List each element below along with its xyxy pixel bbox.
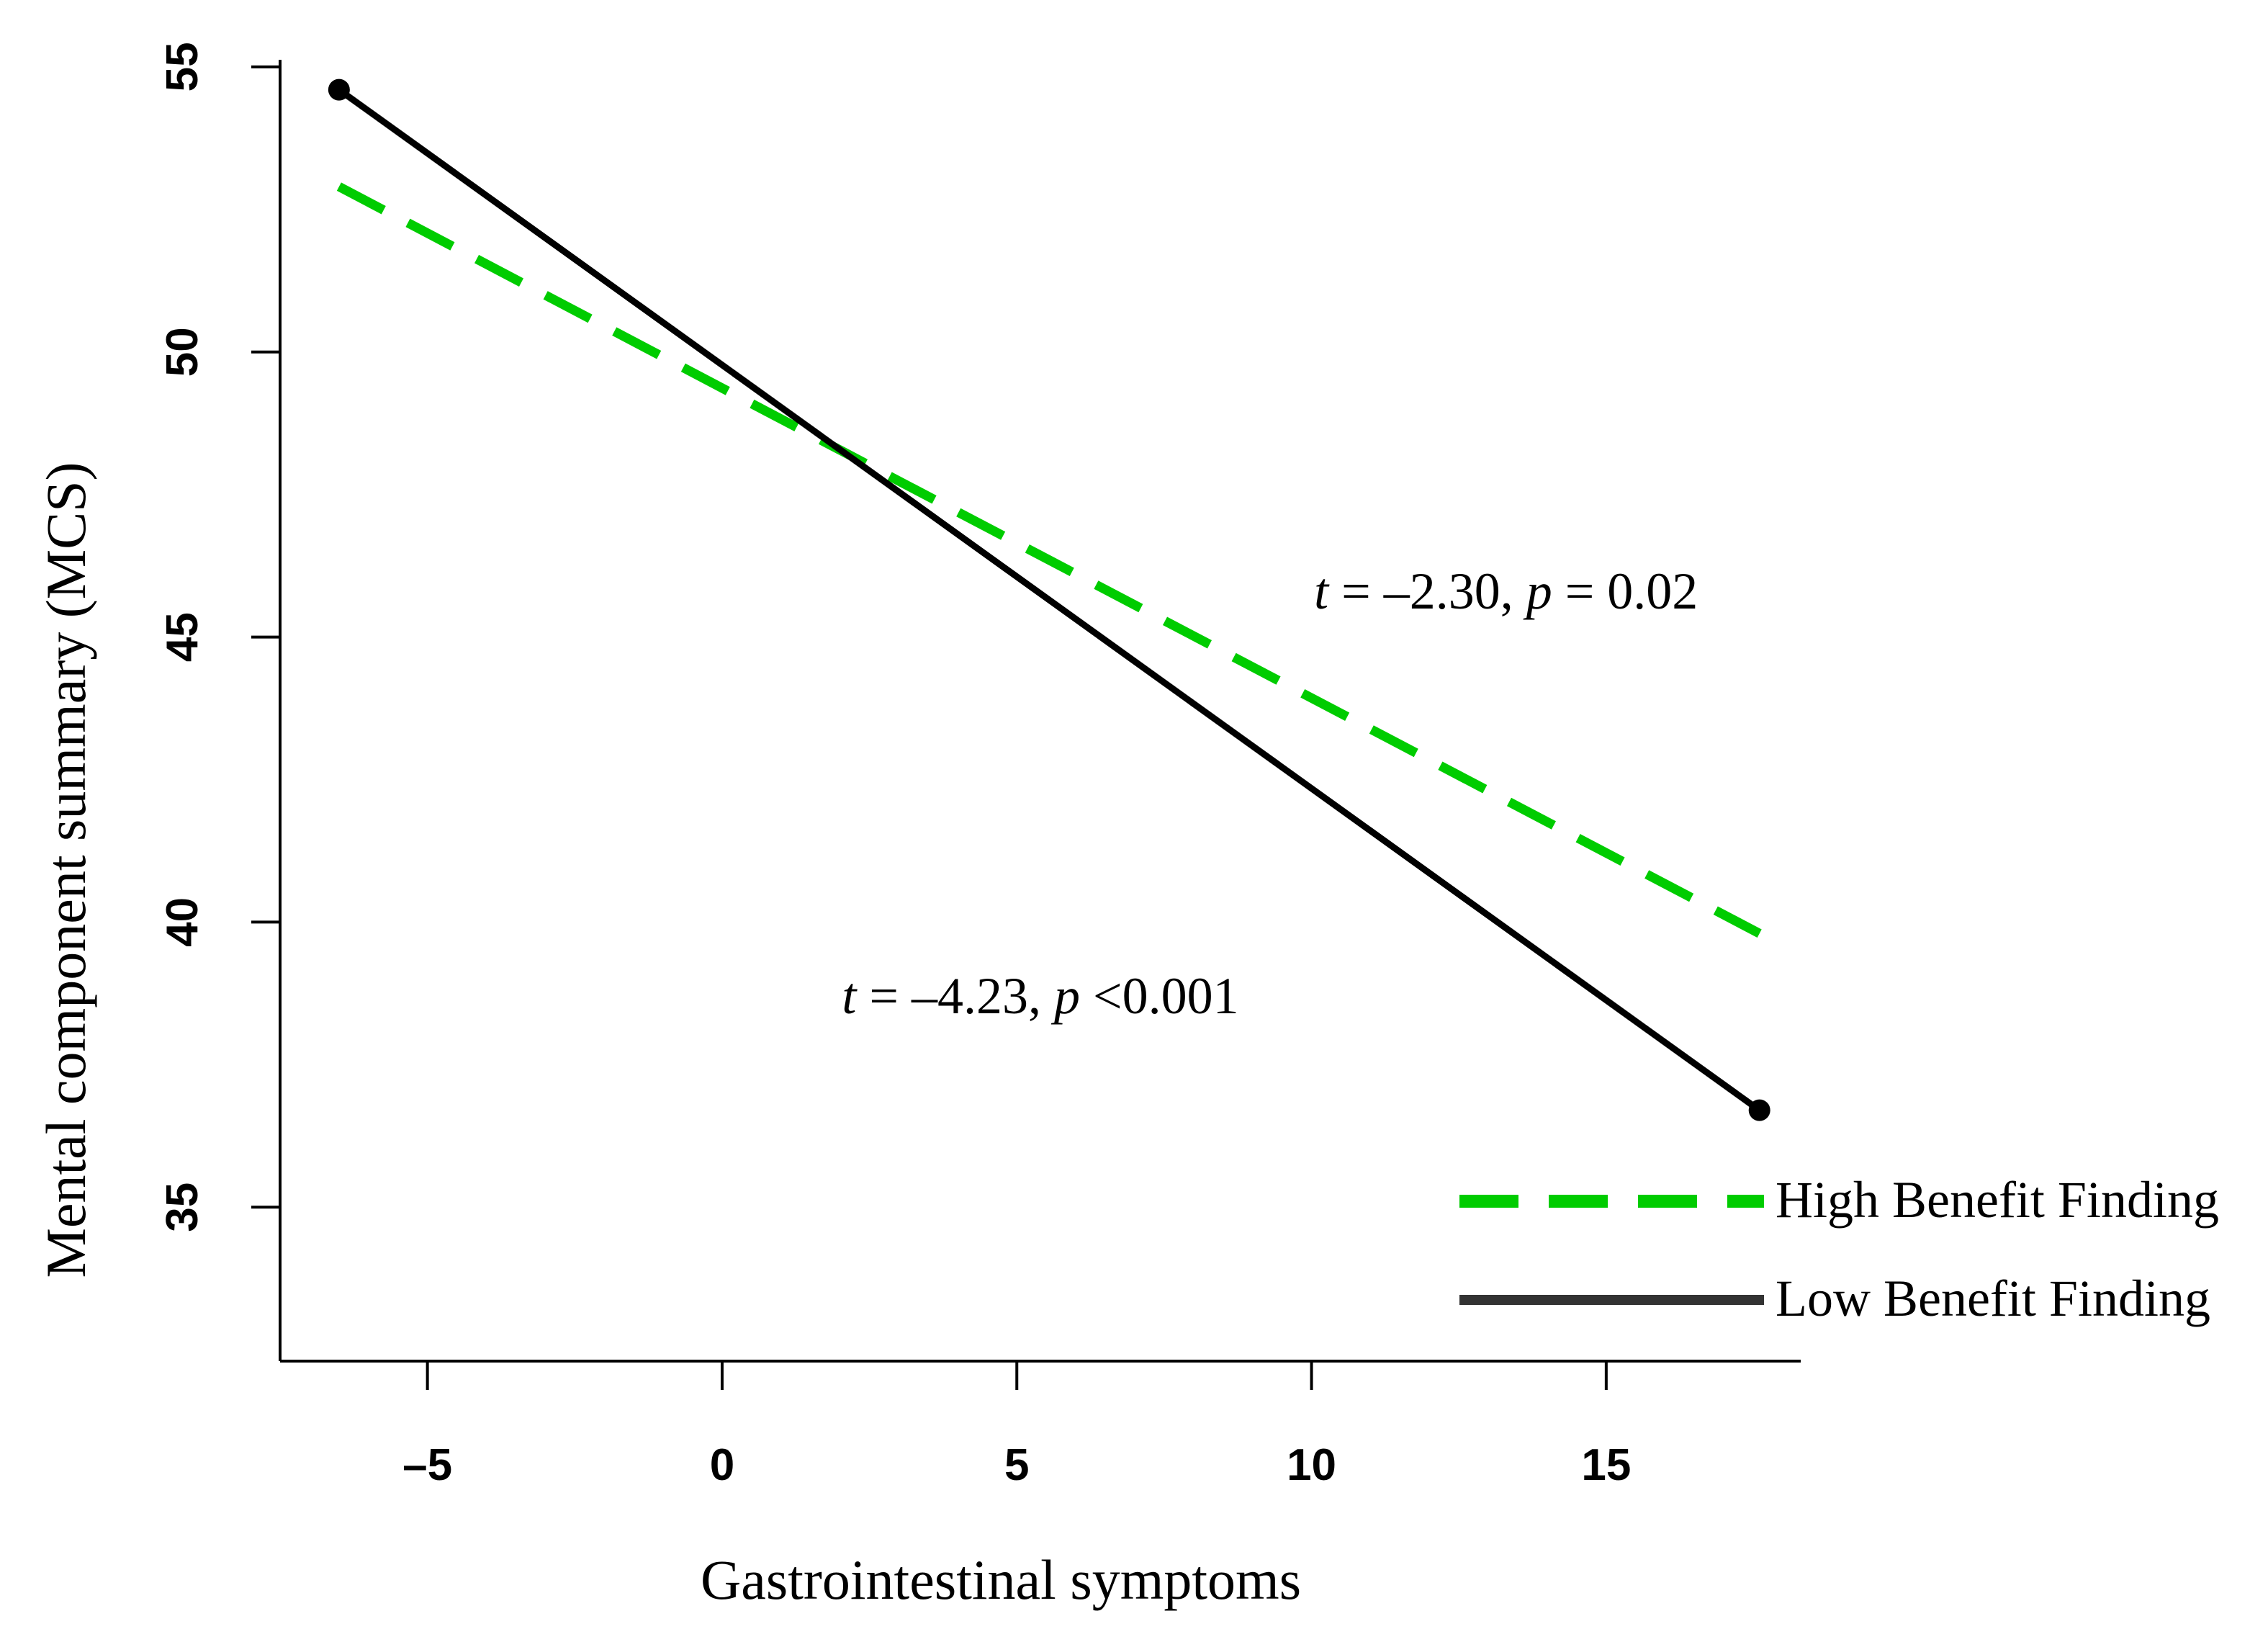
annotations: t = –2.30, p = 0.02 t = –4.23, p <0.001: [842, 562, 1698, 1025]
axes: [279, 60, 1801, 1363]
x-tick-label: –5: [402, 1440, 452, 1490]
x-tick-label: 15: [1581, 1440, 1631, 1490]
x-tick-label: 10: [1287, 1440, 1336, 1490]
legend-label-low-benefit: Low Benefit Finding: [1776, 1270, 2210, 1327]
y-tick-label: 55: [158, 42, 207, 91]
annotation-high: t = –2.30, p = 0.02: [1314, 562, 1698, 620]
legend-label-high-benefit: High Benefit Finding: [1776, 1171, 2219, 1229]
y-tick-label: 50: [158, 327, 207, 377]
x-tick-label: 5: [1004, 1440, 1029, 1490]
legend: High Benefit Finding Low Benefit Finding: [1459, 1171, 2219, 1327]
series-end-point: [328, 78, 350, 101]
y-tick-label: 45: [158, 612, 207, 662]
x-ticks: –5 0 5 10 15: [402, 1361, 1631, 1490]
series-layer: [328, 78, 1770, 1121]
x-axis-title: Gastrointestinal symptoms: [701, 1548, 1301, 1611]
series-line-high-benefit: [336, 182, 1762, 938]
y-tick-label: 40: [158, 897, 207, 947]
y-ticks: 35 40 45 50 55: [158, 42, 280, 1232]
x-tick-label: 0: [710, 1440, 734, 1490]
annotation-low: t = –4.23, p <0.001: [842, 967, 1238, 1025]
series-line-low-benefit: [337, 86, 1762, 1113]
series-end-point: [1748, 1099, 1770, 1121]
y-axis-title: Mental component summary (MCS): [35, 462, 97, 1278]
y-tick-label: 35: [158, 1183, 207, 1232]
